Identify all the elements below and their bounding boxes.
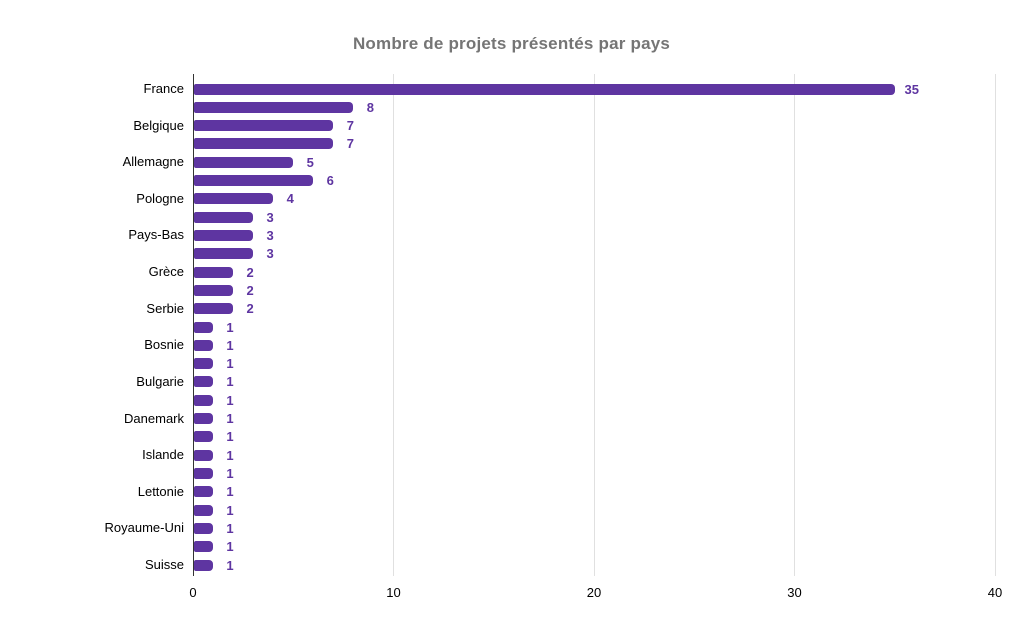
bar: [194, 266, 234, 278]
bar: [194, 504, 214, 516]
bar: [194, 303, 234, 315]
value-label: 2: [246, 264, 254, 280]
value-label: 1: [226, 520, 234, 536]
bar: [194, 193, 274, 205]
bar: [194, 431, 214, 443]
category-label: Royaume-Uni: [104, 520, 184, 536]
value-label: 1: [226, 466, 234, 481]
bar: [194, 449, 214, 461]
bar: [194, 120, 334, 132]
category-label: France: [143, 81, 184, 96]
bar: [194, 83, 895, 95]
category-label: Suisse: [144, 557, 184, 573]
value-label: 1: [226, 502, 234, 518]
value-label: 2: [246, 301, 254, 317]
value-label: 35: [904, 81, 919, 97]
bar: [194, 339, 214, 351]
value-label: 3: [266, 227, 274, 243]
chart-title: Nombre de projets présentés par pays: [352, 34, 671, 53]
gridline: [393, 74, 394, 576]
category-label: Bulgarie: [136, 373, 184, 389]
value-label: 7: [346, 136, 354, 152]
category-label: Islande: [142, 447, 184, 463]
category-label: Danemark: [124, 410, 184, 426]
x-tick-label: 0: [189, 585, 197, 600]
category-label: Lettonie: [137, 483, 184, 499]
value-label: 1: [226, 447, 234, 463]
gridline: [593, 74, 595, 576]
bar: [194, 468, 214, 479]
category-label: Belgique: [133, 117, 184, 133]
category-label: Serbie: [146, 300, 184, 316]
bar: [194, 541, 214, 553]
category-label: Pays-Bas: [128, 227, 184, 243]
bar: [194, 229, 254, 241]
value-label: 5: [306, 154, 314, 170]
bar: [194, 394, 214, 406]
bar: [194, 156, 294, 168]
value-label: 3: [266, 209, 274, 225]
x-tick-label: 20: [586, 585, 602, 600]
bar: [194, 413, 214, 425]
value-label: 7: [346, 118, 354, 134]
value-label: 1: [226, 374, 234, 390]
value-label: 1: [226, 557, 234, 573]
value-label: 6: [326, 173, 334, 189]
bar: [194, 175, 314, 187]
y-axis-line: [192, 74, 194, 576]
bar: [194, 101, 354, 113]
x-tick-label: 10: [386, 585, 401, 600]
value-label: 1: [226, 429, 234, 445]
gridline: [794, 74, 795, 576]
bar: [194, 321, 214, 333]
bar: [194, 522, 214, 534]
value-label: 2: [246, 282, 254, 298]
value-label: 1: [226, 356, 234, 372]
value-label: 1: [226, 337, 234, 353]
bar: [194, 284, 234, 296]
bar: [194, 486, 214, 498]
value-label: 4: [286, 191, 294, 207]
bar: [194, 376, 214, 388]
category-label: Pologne: [136, 190, 184, 206]
category-label: Bosnie: [144, 337, 184, 353]
value-label: 1: [226, 484, 234, 500]
x-tick-label: 30: [787, 585, 802, 600]
bar: [194, 248, 254, 260]
value-label: 3: [266, 246, 274, 262]
value-label: 1: [226, 411, 234, 427]
value-label: 1: [226, 392, 234, 408]
bar: [194, 358, 214, 370]
x-tick-label: 40: [987, 585, 1003, 600]
value-label: 8: [366, 99, 374, 115]
value-label: 1: [226, 539, 234, 555]
value-label: 1: [226, 319, 234, 335]
bar: [194, 211, 254, 223]
bar: [194, 559, 214, 571]
gridline: [994, 74, 996, 576]
category-label: Grèce: [148, 264, 184, 280]
category-label: Allemagne: [122, 154, 184, 170]
bar: [194, 138, 334, 150]
